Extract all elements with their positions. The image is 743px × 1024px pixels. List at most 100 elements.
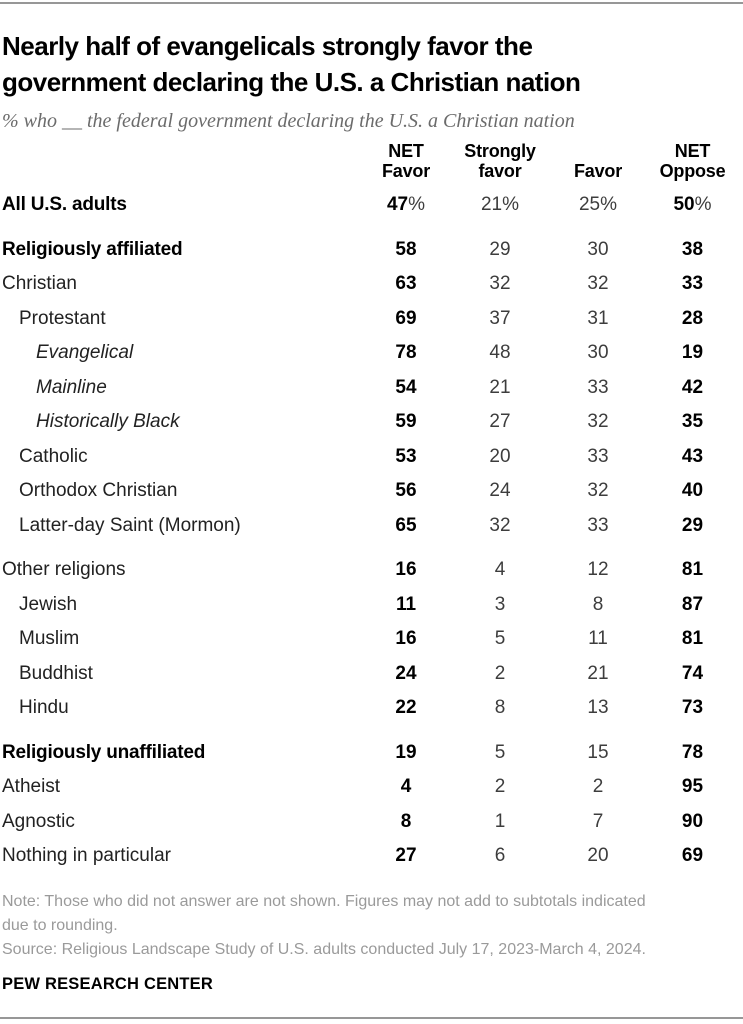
value-number: 78: [395, 342, 417, 364]
value-strongly-favor: 48: [450, 342, 550, 364]
table-row: Nothing in particular 27 6 20 69: [2, 839, 739, 874]
table-row: Muslim 16 5 11 81: [2, 622, 739, 657]
table-row: Religiously unaffiliated 19 5 15 78: [2, 736, 739, 771]
row-label: Muslim: [19, 628, 80, 650]
value-favor: 33: [550, 446, 646, 468]
chart-title-line2: government declaring the U.S. a Christia…: [2, 67, 581, 97]
column-header-favor: Favor: [550, 161, 646, 181]
row-label: Catholic: [19, 445, 88, 467]
value-strongly-favor: 21: [450, 377, 550, 399]
value-number: 42: [681, 376, 704, 398]
chart-subtitle: % who __ the federal government declarin…: [2, 110, 575, 132]
value-number: 40: [681, 480, 704, 502]
value-net-favor: 4: [362, 776, 450, 798]
value-number: 19: [681, 342, 704, 364]
table-row: Christian 63 32 32 33: [2, 267, 739, 302]
value-number: 1: [494, 810, 506, 832]
value-net-favor: 58: [362, 239, 450, 261]
table-body: All U.S. adults 47% 21% 25% 50% Religiously a…: [2, 188, 739, 874]
value-net-oppose: 95: [646, 776, 739, 798]
value-number: 21: [480, 194, 503, 216]
value-number: 35: [681, 411, 704, 433]
value-number: 6: [494, 845, 506, 867]
row-label: Agnostic: [2, 810, 75, 832]
value-number: 47: [386, 194, 409, 216]
value-number: 65: [395, 514, 417, 536]
value-strongly-favor: 32: [450, 273, 550, 295]
value-number: 30: [587, 342, 609, 364]
value-net-favor: 59: [362, 411, 450, 433]
value-strongly-favor: 5: [450, 628, 550, 650]
table-row: Catholic 53 20 33 43: [2, 440, 739, 475]
value-net-favor: 69: [362, 308, 450, 330]
value-number: 21: [489, 376, 511, 398]
value-net-oppose: 38: [646, 239, 739, 261]
value-favor: 15: [550, 742, 646, 764]
value-favor: 13: [550, 697, 646, 719]
value-favor: 25%: [550, 194, 646, 216]
row-label: Latter-day Saint (Mormon): [19, 514, 241, 536]
column-header-line: NET: [674, 141, 711, 161]
value-strongly-favor: 4: [450, 559, 550, 581]
brand-footer: PEW RESEARCH CENTER: [2, 974, 213, 993]
table-header-row: NET Favor Strongly favor Favor NET Oppos…: [2, 141, 739, 188]
value-number: 59: [395, 411, 417, 433]
value-favor: 2: [550, 776, 646, 798]
value-number: 69: [395, 307, 417, 329]
table-row: Jewish 11 3 8 87: [2, 588, 739, 623]
table-row: Religiously affiliated 58 29 30 38: [2, 233, 739, 268]
value-number: 33: [587, 514, 609, 536]
value-net-oppose: 69: [646, 845, 739, 867]
value-strongly-favor: 32: [450, 515, 550, 537]
value-number: 22: [395, 697, 417, 719]
value-favor: 33: [550, 377, 646, 399]
value-net-favor: 16: [362, 559, 450, 581]
value-net-oppose: 29: [646, 515, 739, 537]
column-header-line: Favor: [573, 161, 623, 181]
value-number: 63: [395, 273, 417, 295]
row-label: Jewish: [19, 593, 78, 615]
column-header-strongly-favor: Strongly favor: [450, 141, 550, 181]
value-number: 54: [395, 376, 417, 398]
value-number: 24: [489, 480, 511, 502]
data-table: NET Favor Strongly favor Favor NET Oppos…: [2, 141, 739, 874]
row-label: Christian: [2, 273, 77, 295]
row-label: Religiously affiliated: [2, 238, 183, 260]
value-strongly-favor: 6: [450, 845, 550, 867]
value-net-favor: 24: [362, 663, 450, 685]
value-net-oppose: 42: [646, 377, 739, 399]
value-number: 74: [681, 662, 704, 684]
value-number: 4: [400, 776, 412, 798]
value-favor: 30: [550, 239, 646, 261]
value-number: 21: [587, 662, 609, 684]
value-strongly-favor: 21%: [450, 194, 550, 216]
value-number: 20: [489, 445, 511, 467]
value-net-favor: 63: [362, 273, 450, 295]
value-number: 7: [592, 810, 604, 832]
value-strongly-favor: 37: [450, 308, 550, 330]
value-number: 5: [494, 741, 506, 763]
top-divider: [0, 2, 743, 4]
value-number: 87: [681, 593, 704, 615]
value-number: 27: [395, 845, 417, 867]
value-net-oppose: 90: [646, 811, 739, 833]
value-number: 33: [587, 445, 609, 467]
value-number: 43: [681, 445, 704, 467]
value-number: 32: [587, 273, 609, 295]
value-net-favor: 54: [362, 377, 450, 399]
value-net-oppose: 19: [646, 342, 739, 364]
value-number: 48: [489, 342, 511, 364]
value-number: 25: [578, 194, 601, 216]
table-row: Evangelical 78 48 30 19: [2, 336, 739, 371]
value-strongly-favor: 2: [450, 776, 550, 798]
value-number: 30: [587, 238, 609, 260]
value-number: 27: [489, 411, 511, 433]
value-strongly-favor: 29: [450, 239, 550, 261]
value-net-oppose: 40: [646, 480, 739, 502]
source-text: Source: Religious Landscape Study of U.S…: [2, 940, 646, 958]
value-number: 78: [681, 741, 704, 763]
table-row: Hindu 22 8 13 73: [2, 691, 739, 726]
row-label: Atheist: [2, 776, 61, 798]
value-net-favor: 22: [362, 697, 450, 719]
row-label: All U.S. adults: [2, 194, 127, 216]
